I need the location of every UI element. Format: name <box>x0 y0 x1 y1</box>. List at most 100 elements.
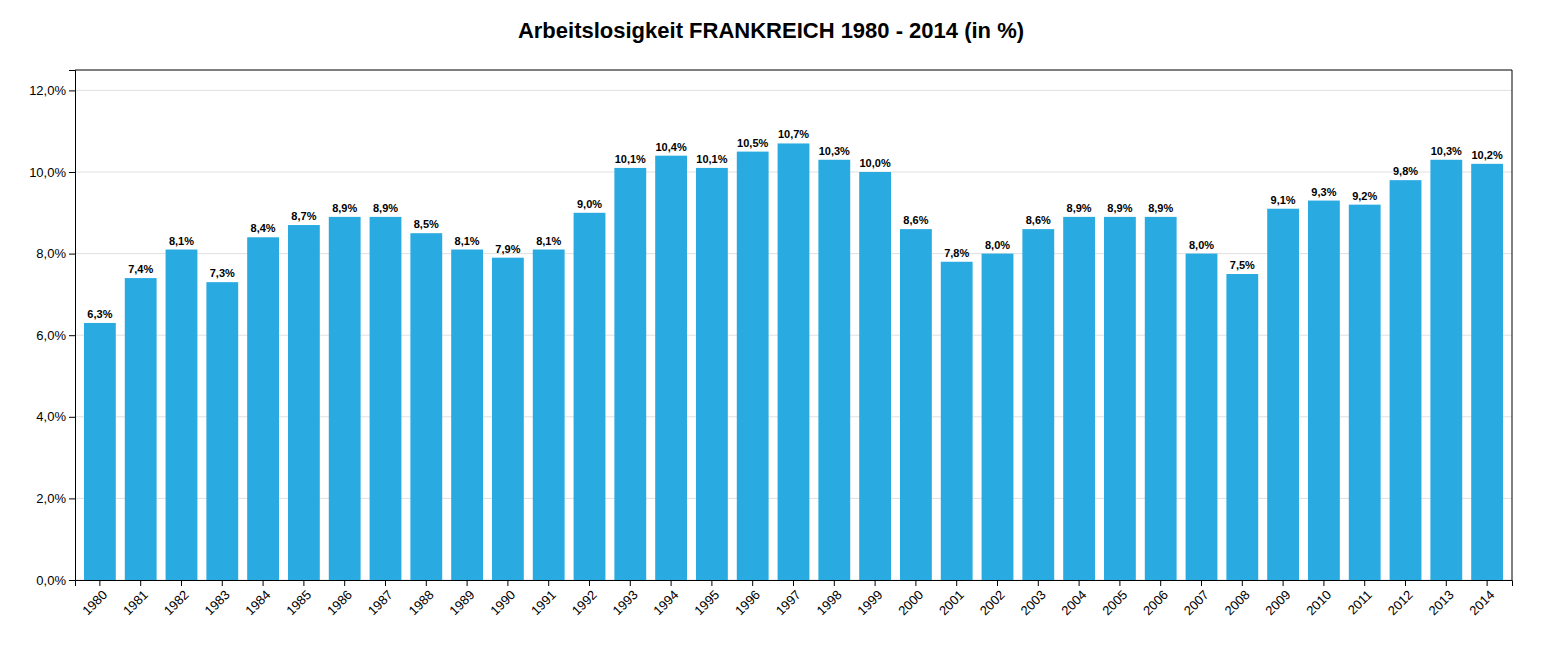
tick-label: 2000 <box>895 587 926 618</box>
tick-label: 12,0% <box>29 83 66 98</box>
tick: 2001 <box>936 580 967 618</box>
tick-mark <box>793 580 794 586</box>
tick: 8,0% <box>36 246 75 261</box>
data-label: 9,0% <box>577 198 602 210</box>
tick-mark <box>344 580 345 586</box>
tick: 1983 <box>202 580 233 618</box>
tick-label: 1996 <box>732 587 763 618</box>
tick-mark <box>1323 580 1324 586</box>
tick: 2005 <box>1099 580 1130 618</box>
bar <box>818 160 850 580</box>
data-label: 10,5% <box>737 137 768 149</box>
tick-mark <box>69 417 75 418</box>
bars <box>84 143 1503 580</box>
bar <box>1226 274 1258 580</box>
bar <box>737 152 769 580</box>
bar <box>1022 229 1054 580</box>
tick-mark <box>69 580 75 581</box>
tick: 2011 <box>1345 580 1375 617</box>
tick: 1982 <box>161 580 192 618</box>
data-label: 10,3% <box>1431 145 1462 157</box>
bar <box>410 233 442 580</box>
bar <box>900 229 932 580</box>
tick: 2010 <box>1303 580 1334 618</box>
tick-label: 2005 <box>1099 587 1130 618</box>
frame-line <box>75 70 1512 71</box>
tick: 2003 <box>1018 580 1049 618</box>
tick: 1980 <box>79 580 110 618</box>
bar <box>614 168 646 580</box>
frame-line <box>1512 70 1513 580</box>
tick: 1985 <box>283 580 314 618</box>
tick-label: 1982 <box>161 587 192 618</box>
tick-mark <box>69 335 75 336</box>
bar <box>1430 160 1462 580</box>
tick: 1990 <box>487 580 518 618</box>
bar <box>941 262 973 580</box>
tick: 0,0% <box>36 573 75 588</box>
tick: 1992 <box>569 580 600 618</box>
tick: 2012 <box>1385 580 1416 618</box>
data-label: 10,7% <box>778 128 809 140</box>
bar <box>288 225 320 580</box>
tick: 2004 <box>1058 580 1089 618</box>
tick: 2014 <box>1466 580 1497 618</box>
tick: 1989 <box>446 580 477 618</box>
tick-mark <box>69 254 75 255</box>
tick: 1999 <box>854 580 885 618</box>
tick: 2000 <box>895 580 926 618</box>
tick-label: 1987 <box>365 587 396 618</box>
bar <box>655 156 687 580</box>
bar <box>329 217 361 580</box>
tick-mark <box>181 580 182 586</box>
tick: 1993 <box>610 580 641 618</box>
tick-label: 2004 <box>1058 587 1089 618</box>
data-label: 9,1% <box>1271 194 1296 206</box>
data-label: 8,1% <box>536 235 561 247</box>
data-label: 8,0% <box>985 239 1010 251</box>
data-label: 8,9% <box>1107 202 1132 214</box>
tick-mark <box>69 172 75 173</box>
tick-label: 1990 <box>487 587 518 618</box>
data-label: 9,3% <box>1311 186 1336 198</box>
tick-label: 2010 <box>1303 587 1334 618</box>
grid-line <box>75 90 1512 91</box>
data-labels: 6,3%7,4%8,1%7,3%8,4%8,7%8,9%8,9%8,5%8,1%… <box>87 128 1503 320</box>
data-label: 10,4% <box>655 141 686 153</box>
tick: 1984 <box>242 580 273 618</box>
data-label: 7,3% <box>210 267 235 279</box>
tick-label: 2011 <box>1345 587 1375 617</box>
tick-label: 6,0% <box>36 328 66 343</box>
data-label: 7,5% <box>1230 259 1255 271</box>
tick-mark <box>467 580 468 586</box>
tick: 2006 <box>1140 580 1171 618</box>
tick-mark <box>589 580 590 586</box>
data-label: 8,6% <box>903 214 928 226</box>
tick-mark <box>997 580 998 586</box>
tick-mark <box>915 580 916 586</box>
data-label: 8,5% <box>414 218 439 230</box>
tick: 6,0% <box>36 328 75 343</box>
tick-label: 1985 <box>283 587 314 618</box>
tick-label: 2009 <box>1262 587 1293 618</box>
bar <box>125 278 157 580</box>
bar <box>206 282 238 580</box>
tick: 1988 <box>406 580 437 618</box>
tick-mark <box>548 580 549 586</box>
tick-label: 2006 <box>1140 587 1171 618</box>
bar <box>574 213 606 580</box>
tick: 2,0% <box>36 491 75 506</box>
data-label: 8,6% <box>1026 214 1051 226</box>
tick-mark <box>1038 580 1039 586</box>
bar <box>247 237 279 580</box>
axis-line <box>69 71 76 581</box>
bar <box>166 250 198 580</box>
data-label: 8,9% <box>1067 202 1092 214</box>
data-label: 8,9% <box>1148 202 1173 214</box>
tick-label: 1991 <box>528 587 559 618</box>
tick: 2007 <box>1181 580 1212 618</box>
tick-label: 2003 <box>1018 587 1049 618</box>
tick-label: 1989 <box>446 587 477 618</box>
data-label: 8,9% <box>373 202 398 214</box>
tick-mark <box>1160 580 1161 586</box>
